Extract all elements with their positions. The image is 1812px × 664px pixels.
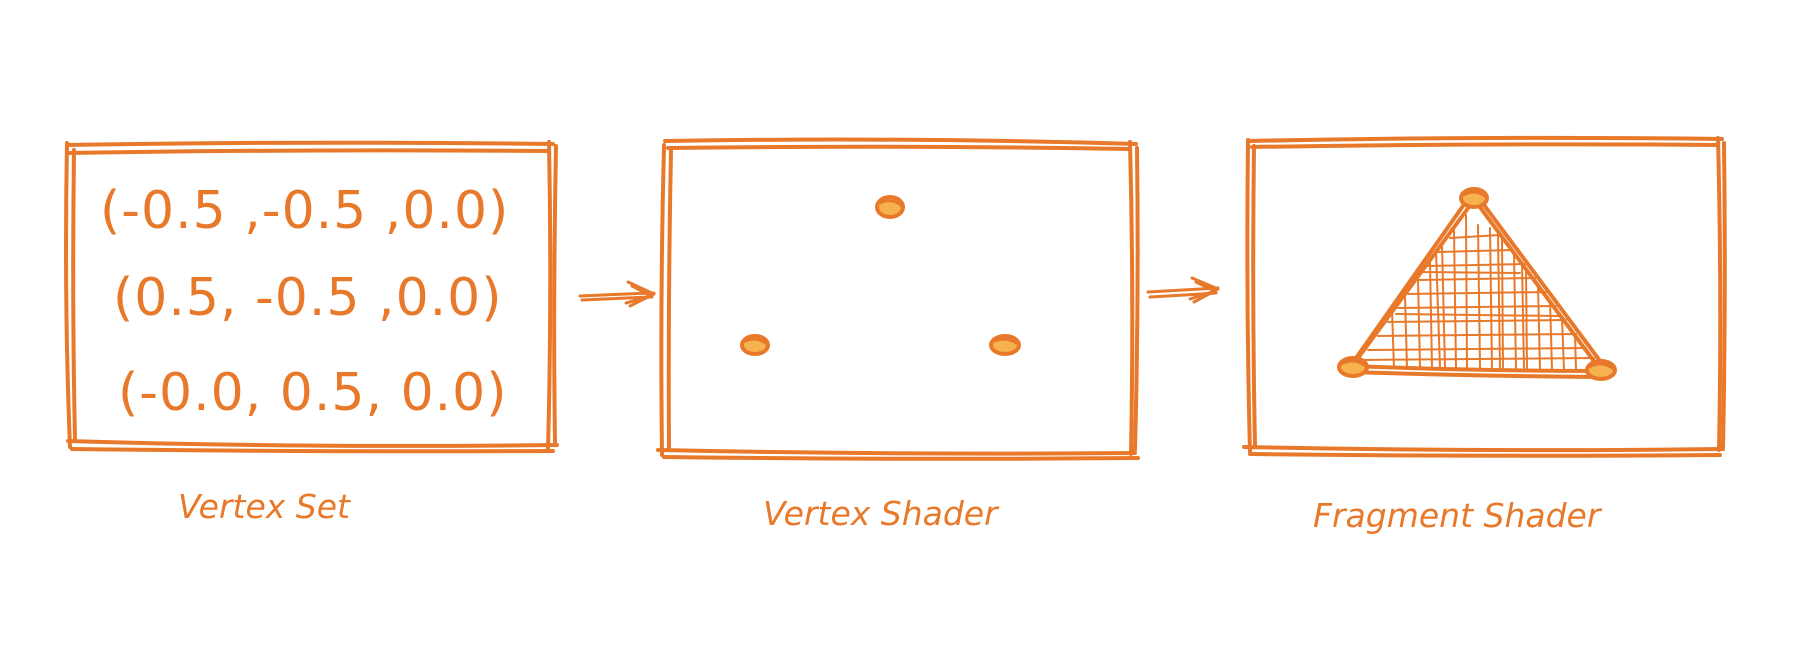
vertex-shader-panel [656, 137, 1140, 461]
vertex-shader-caption: Vertex Shader [763, 494, 1000, 533]
triangle-vertex-bottom-right [1585, 359, 1617, 381]
vertex-coordinate-2: (0.5, -0.5 ,0.0) [113, 268, 503, 328]
vertex-point-bottom-left [740, 334, 770, 356]
vertex-set-frame [64, 140, 559, 454]
fragment-shader-caption: Fragment Shader [1313, 496, 1603, 535]
triangle-vertex-bottom-left [1337, 356, 1369, 378]
fragment-shader-panel [1242, 135, 1727, 458]
vertex-point-bottom-right [989, 334, 1021, 356]
arrow-icon [578, 280, 656, 308]
triangle-vertex-top [1459, 187, 1489, 209]
vertex-point-top [875, 195, 905, 219]
rasterized-triangle [1337, 187, 1617, 381]
arrow-icon [1146, 276, 1220, 304]
fill-hatching [1359, 214, 1595, 371]
vertex-set-panel: (-0.5 ,-0.5 ,0.0) (0.5, -0.5 ,0.0) (-0.0… [64, 140, 559, 454]
vertex-shader-frame [656, 137, 1140, 461]
vertex-coordinate-1: (-0.5 ,-0.5 ,0.0) [100, 181, 509, 241]
fragment-shader-frame [1242, 135, 1727, 458]
vertex-set-caption: Vertex Set [178, 487, 351, 526]
vertex-coordinate-3: (-0.0, 0.5, 0.0) [118, 363, 508, 423]
